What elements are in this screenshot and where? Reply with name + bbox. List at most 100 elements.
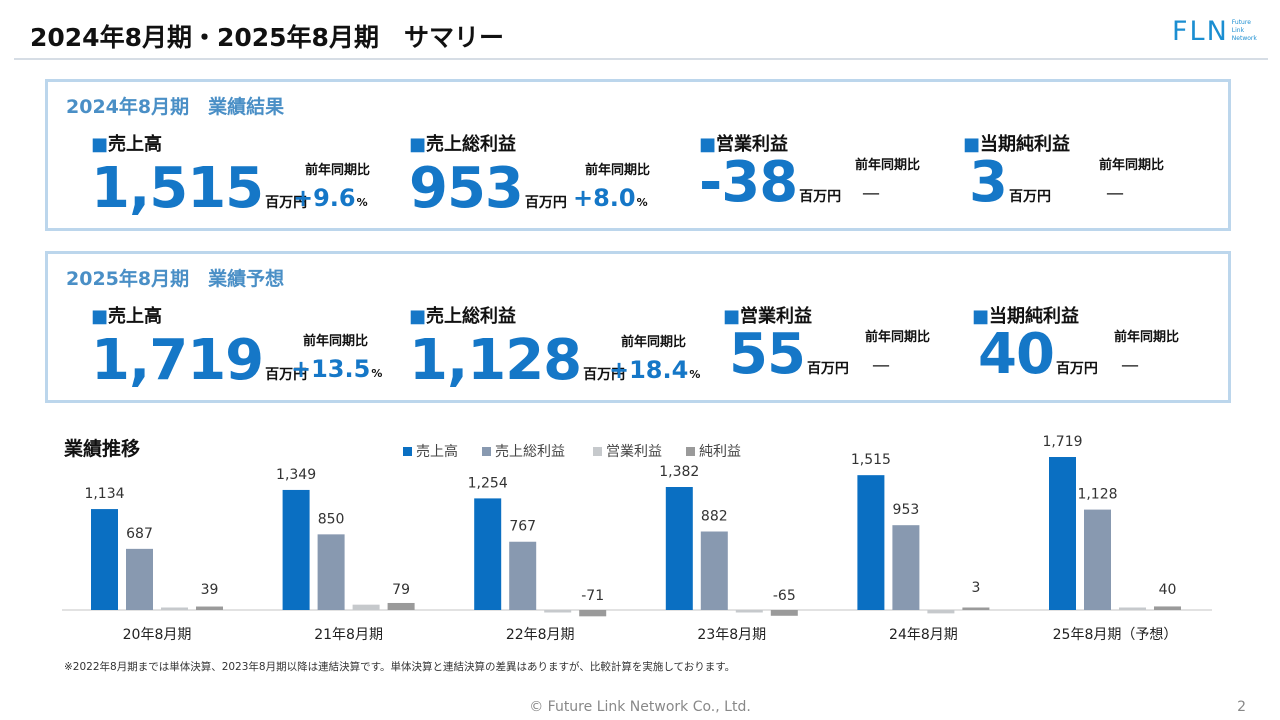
bar-1-5 [1084,509,1111,610]
data-label-0-5: 1,719 [1042,434,1082,450]
performance-bar-chart: 売上高 売上総利益 営業利益 純利益 1,134 687 39 20年8月期 1,349 850 7… [62,434,1212,643]
yoy-value: — [872,355,890,376]
data-label-1-2: 767 [509,519,536,535]
bar-0-2 [474,498,502,610]
square-bullet-icon: ■ [699,134,717,155]
metric-value: 55 [729,322,806,387]
square-bullet-icon: ■ [972,306,990,327]
legend-item-2: 営業利益 [593,444,662,460]
legend-item-1: 売上総利益 [482,444,565,460]
yoy-value: +8.0% [573,184,648,212]
bar-2-1 [352,604,380,610]
metric-unit: 百万円 [806,361,849,377]
bar-0-1 [282,489,310,610]
data-label-1-4: 953 [893,502,920,518]
metric-unit: 百万円 [583,367,626,383]
bar-2-5 [1119,607,1146,610]
bar-2-4 [927,610,955,614]
metric-label: 売上高 [108,134,163,155]
data-label-3-0: 39 [201,582,219,598]
footnote: ※2022年8月期までは単体決算、2023年8月期以降は連結決算です。単体決算と… [64,661,736,673]
square-bullet-icon: ■ [409,306,427,327]
data-label-1-1: 850 [318,511,345,527]
copyright: © Future Link Network Co., Ltd. [529,699,751,715]
legend-label: 売上総利益 [495,444,565,460]
data-label-3-5: 40 [1159,582,1177,598]
data-label-0-1: 1,349 [276,467,316,483]
category-label-2: 22年8月期 [506,627,575,643]
category-label-0: 20年8月期 [123,627,192,643]
yoy-label: 前年同期比 [585,163,651,178]
bar-3-2 [579,610,607,617]
metric-unit: 百万円 [799,189,842,205]
yoy-label: 前年同期比 [303,334,369,349]
metric-value: 953 [409,156,524,221]
metric-value: 1,515 [91,156,264,221]
legend-label: 売上高 [416,443,458,460]
metric-label: 売上高 [108,306,163,327]
square-bullet-icon: ■ [91,306,109,327]
yoy-label: 前年同期比 [1099,158,1165,173]
metric-value: 3 [969,150,1008,215]
data-label-3-4: 3 [971,580,980,596]
data-label-3-3: -65 [773,588,796,604]
bar-1-1 [317,534,345,610]
metric-unit: 百万円 [1008,189,1051,205]
yoy-label: 前年同期比 [1114,330,1180,345]
metric-label: 当期純利益 [980,134,1071,155]
metric-label: 売上総利益 [426,306,517,327]
category-label-5: 25年8月期（予想） [1053,627,1178,643]
bar-1-4 [892,525,920,610]
panel-title: 2024年8月期 業績結果 [66,96,285,118]
data-label-0-4: 1,515 [851,452,891,468]
yoy-value: — [862,183,880,204]
data-label-3-2: -71 [581,588,604,604]
metric-label: 売上総利益 [426,134,517,155]
metric-label: 営業利益 [716,134,789,155]
bar-0-5 [1049,457,1076,610]
metric-unit: 百万円 [1055,361,1098,377]
yoy-label: 前年同期比 [621,335,687,350]
yoy-label: 前年同期比 [305,163,371,178]
bar-2-3 [735,610,763,613]
category-label-1: 21年8月期 [314,627,383,643]
page-title: 2024年8月期・2025年8月期 サマリー [30,23,504,52]
metric-value: 40 [978,322,1055,387]
data-label-0-2: 1,254 [468,475,508,491]
square-bullet-icon: ■ [963,134,981,155]
bar-2-2 [544,610,572,613]
metric-label: 営業利益 [740,306,813,327]
bar-3-5 [1154,606,1181,610]
legend-swatch [403,447,412,456]
bar-0-4 [857,475,885,610]
logo-text: FLN [1172,15,1229,47]
data-label-0-3: 1,382 [659,464,699,480]
square-bullet-icon: ■ [91,134,109,155]
bar-1-3 [700,531,728,610]
bar-0-0 [91,509,118,610]
metric-unit: 百万円 [265,367,308,383]
square-bullet-icon: ■ [723,306,741,327]
bar-1-2 [509,541,537,610]
metric-value: 1,128 [409,328,582,393]
legend-swatch [482,447,491,456]
bar-3-3 [770,610,798,616]
legend-swatch [686,447,695,456]
bar-0-3 [665,487,693,610]
yoy-value: — [1106,183,1124,204]
page-number: 2 [1237,699,1246,715]
metric-label: 当期純利益 [989,306,1080,327]
yoy-label: 前年同期比 [865,330,931,345]
data-label-1-3: 882 [701,509,728,525]
company-logo: FLN Future Link Network [1172,15,1257,47]
data-label-1-5: 1,128 [1077,487,1117,503]
bar-2-0 [161,607,188,610]
legend-item-3: 純利益 [686,444,741,460]
metric-value: -38 [699,150,798,215]
yoy-label: 前年同期比 [855,158,921,173]
results-panel-fy2024: 2024年8月期 業績結果 ■売上高 1,515 百万円 前年同期比 +9.6% … [45,79,1231,231]
title-divider [14,58,1268,60]
data-label-1-0: 687 [126,526,153,542]
bar-1-0 [126,548,153,610]
legend-item-0: 売上高 [403,443,458,460]
